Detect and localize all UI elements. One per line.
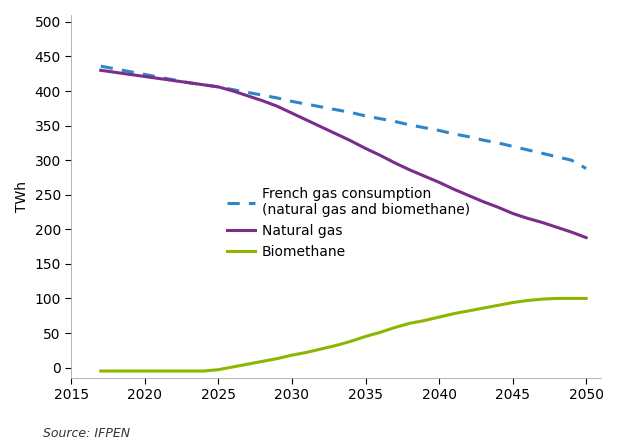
Y-axis label: TWh: TWh xyxy=(15,181,29,212)
Text: Source: IFPEN: Source: IFPEN xyxy=(43,427,131,440)
Legend: French gas consumption
(natural gas and biomethane), Natural gas, Biomethane: French gas consumption (natural gas and … xyxy=(221,182,475,265)
